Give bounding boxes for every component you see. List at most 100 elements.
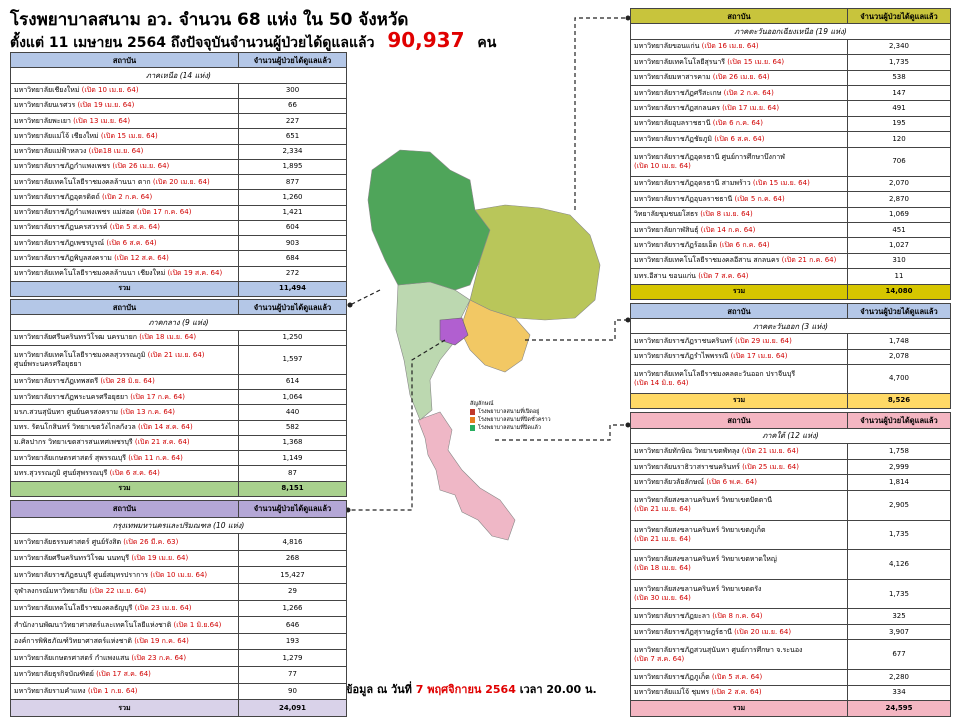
institution-cell: มหาวิทยาลัยสงขลานครินทร์ วิทยาเขตตรัง (เป… bbox=[630, 578, 848, 610]
open-date: (เปิด 17 เม.ย. 64) bbox=[722, 104, 780, 113]
open-date: (เปิด 14 ส.ค. 64) bbox=[138, 423, 193, 432]
institution-name: วิทยาลัยชุมชนยโสธร bbox=[634, 210, 699, 219]
legend-label: โรงพยาบาลสนามที่ปิดชั่วคราว bbox=[478, 417, 551, 423]
open-date: (เปิด 19 เม.ย. 64) bbox=[77, 101, 135, 110]
institution-cell: มหาวิทยาลัยราชภัฏเพชรบูรณ์ (เปิด 6 ส.ค. … bbox=[10, 234, 239, 252]
institution-name: มหาวิทยาลัยเทคโนโลยีราชมงคลธัญบุรี bbox=[14, 603, 133, 612]
institution-name: มหาวิทยาลัยเทคโนโลยีราชมงคลสุวรรณภูมิ bbox=[14, 350, 146, 359]
patient-count: 2,334 bbox=[238, 143, 347, 160]
data-row: มหาวิทยาลัยทักษิณ วิทยาเขตพัทลุง (เปิด 2… bbox=[630, 443, 951, 460]
open-date: (เปิด 25 เม.ย. 64) bbox=[742, 462, 799, 471]
section-row: ภาคตะวันออกเฉียงเหนือ (19 แห่ง) bbox=[630, 23, 951, 40]
institution-name: มหาวิทยาลัยราชภัฏอุตรดิตถ์ bbox=[14, 192, 100, 201]
data-row: มหาวิทยาลัยราชภัฏราชนครินทร์ (เปิด 29 เม… bbox=[630, 333, 951, 350]
data-row: จุฬาลงกรณ์มหาวิทยาลัย (เปิด 22 เม.ย. 64)… bbox=[10, 583, 347, 601]
patient-count: 440 bbox=[238, 404, 347, 421]
patient-count: 66 bbox=[238, 97, 347, 115]
institution-name: มหาวิทยาลัยกาฬสินธุ์ bbox=[634, 225, 699, 234]
institution-cell: มหาวิทยาลัยเทคโนโลยีราชมงคลสุวรรณภูมิ (เ… bbox=[10, 344, 239, 375]
open-date: (เปิด 15 เม.ย. 64) bbox=[100, 131, 158, 140]
institution-name: มหาวิทยาลัยนเรศวร bbox=[14, 101, 76, 110]
legend-item: โรงพยาบาลสนามที่เปิดอยู่ bbox=[470, 408, 551, 416]
institution-cell: มหาวิทยาลัยราชภัฏสกลนคร (เปิด 17 เม.ย. 6… bbox=[630, 100, 848, 117]
patient-count: 2,078 bbox=[847, 348, 951, 365]
patient-count: 2,870 bbox=[847, 191, 951, 208]
patient-count: 614 bbox=[238, 373, 347, 391]
institution-cell: มหาวิทยาลัยราชภัฏธนบุรี ศูนย์สมุทรปราการ… bbox=[10, 566, 239, 585]
total-label: รวม bbox=[630, 283, 848, 300]
open-date: (เปิด 23 ก.ค. 64) bbox=[131, 653, 187, 662]
open-date: (เปิด 6 ก.ค. 64) bbox=[719, 241, 770, 250]
patient-count: 334 bbox=[847, 684, 951, 702]
open-date: (เปิด 6 ก.ค. 64) bbox=[712, 119, 763, 128]
institution-cell: มหาวิทยาลัยเชียงใหม่ (เปิด 10 เม.ย. 64) bbox=[10, 82, 239, 99]
footer-prefix: ข้อมูล ณ วันที่ bbox=[345, 683, 412, 696]
patient-count: 87 bbox=[238, 465, 347, 482]
open-date: (เปิด 22 เม.ย. 64) bbox=[89, 587, 147, 596]
open-date: (เปิด 10 เม.ย. 64) bbox=[81, 86, 139, 95]
patient-count: 1,368 bbox=[238, 434, 347, 452]
institution-name: มหาวิทยาลัยราชภัฏพิบูลสงคราม bbox=[14, 253, 112, 262]
institution-name: มหาวิทยาลัยราชภัฏยะลา bbox=[634, 612, 710, 621]
institution-name: ศูนย์พระนครศรีอยุธยา bbox=[14, 359, 82, 368]
section-row: ภาคเหนือ (14 แห่ง) bbox=[10, 67, 347, 84]
patient-count: 538 bbox=[847, 69, 951, 86]
data-row: มหาวิทยาลัยเทคโนโลยีราชมงคลล้านนา ตาก (เ… bbox=[10, 173, 347, 191]
institution-name: มหาวิทยาลัยอุบลราชธานี bbox=[634, 119, 711, 128]
institution-name: มหาวิทยาลัยราชภัฏสุราษฎร์ธานี bbox=[634, 627, 732, 636]
patient-count: 120 bbox=[847, 131, 951, 148]
patient-count: 227 bbox=[238, 112, 347, 130]
data-row: มหาวิทยาลัยสงขลานครินทร์ วิทยาเขตภูเก็ต(… bbox=[630, 519, 951, 551]
open-date: (เปิด18 เม.ย. 64) bbox=[88, 147, 144, 156]
data-row: องค์การพิพิธภัณฑ์วิทยาศาสตร์แห่งชาติ (เป… bbox=[10, 632, 347, 651]
open-date: (เปิด 15 เม.ย. 64) bbox=[727, 57, 785, 66]
institution-name: มหาวิทยาลัยราชภัฏร้อยเอ็ด bbox=[634, 241, 718, 250]
total-row: รวม 24,595 bbox=[630, 700, 951, 717]
patient-count: 1,069 bbox=[847, 206, 951, 223]
open-date: (เปิด 18 เม.ย. 64) bbox=[139, 333, 197, 342]
institution-name: สำนักงานพัฒนาวิทยาศาสตร์และเทคโนโลยีแห่ง… bbox=[14, 620, 172, 629]
open-date: (เปิด 15 เม.ย. 64) bbox=[752, 179, 810, 188]
institution-name: ม.ศิลปากร วิทยาเขตสารสนเทศเพชรบุรี bbox=[14, 438, 133, 447]
open-date: (เปิด 21 ก.ค. 64) bbox=[781, 256, 837, 265]
open-date: (เปิด 12 ส.ค. 64) bbox=[114, 253, 169, 262]
region-table: สถาบัน จำนวนผู้ป่วยได้ดูแลแล้ว ภาคเหนือ (1… bbox=[10, 51, 347, 298]
institution-cell: ม.ศิลปากร วิทยาเขตสารสนเทศเพชรบุรี (เปิด… bbox=[10, 434, 239, 452]
institution-cell: มหาวิทยาลัยรามคำแหง (เปิด 1 ก.ย. 64) bbox=[10, 682, 239, 701]
institution-name: มหาวิทยาลัยเชียงใหม่ bbox=[14, 86, 80, 95]
open-date: (เปิด 6 ส.ค. 64) bbox=[109, 469, 160, 478]
institution-cell: มหาวิทยาลัยเกษตรศาสตร์ สุพรรณบุรี (เปิด … bbox=[10, 450, 239, 467]
footer-time: เวลา 20.00 น. bbox=[519, 683, 597, 696]
data-row: มทร. รัตนโกสินทร์ วิทยาเขตวังไกลกังวล (เ… bbox=[10, 419, 347, 436]
institution-cell: มหาวิทยาลัยวลัยลักษณ์ (เปิด 6 พ.ค. 64) bbox=[630, 474, 848, 491]
institution-name: มหาวิทยาลัยราชภัฏอุดรธานี สามพร้าว bbox=[634, 179, 751, 188]
open-date: (เปิด 20 เม.ย. 64) bbox=[734, 627, 792, 636]
open-date: (เปิด 7 ส.ค. 64) bbox=[698, 271, 749, 280]
institution-cell: มหาวิทยาลัยราชภัฏชัยภูมิ (เปิด 6 ส.ค. 64… bbox=[630, 131, 848, 148]
institution-cell: องค์การพิพิธภัณฑ์วิทยาศาสตร์แห่งชาติ (เป… bbox=[10, 632, 239, 651]
open-date: (เปิด 13 ก.ค. 64) bbox=[120, 407, 176, 416]
data-row: มหาวิทยาลัยเทคโนโลยีราชมงคลตะวันออก ปราจ… bbox=[630, 363, 951, 394]
data-row: มหาวิทยาลัยราชภัฏสกลนคร (เปิด 17 เม.ย. 6… bbox=[630, 100, 951, 117]
patient-count: 1,149 bbox=[238, 450, 347, 467]
open-date: (เปิด 21 ส.ค. 64) bbox=[134, 438, 190, 447]
patient-count: 2,999 bbox=[847, 458, 951, 476]
open-date: (เปิด 13 เม.ย. 64) bbox=[73, 116, 131, 125]
institution-name: มหาวิทยาลัยรามคำแหง bbox=[14, 687, 86, 695]
institution-cell: มหาวิทยาลัยราชภัฏกำแพงเพชร (เปิด 26 เม.ย… bbox=[10, 158, 239, 176]
footer-date: 7 พฤศจิกายน 2564 bbox=[415, 683, 516, 696]
open-date: (เปิด 5 ส.ค. 64) bbox=[711, 672, 763, 681]
institution-cell: มหาวิทยาลัยเทคโนโลยีราชมงคลอีสาน สกลนคร … bbox=[630, 252, 848, 270]
institution-name: มหาวิทยาลัยราชภัฏพระนครศรีอยุธยา bbox=[14, 392, 129, 401]
open-date: (เปิด 8 ก.ค. 64) bbox=[712, 612, 763, 621]
column-header: จำนวนผู้ป่วยได้ดูแลแล้ว bbox=[847, 7, 951, 25]
data-row: มหาวิทยาลัยราชภัฏกำแพงเพชร แม่สอด (เปิด … bbox=[10, 204, 347, 221]
institution-cell: มหาวิทยาลัยสงขลานครินทร์ วิทยาเขตหาดใหญ่… bbox=[630, 549, 848, 580]
legend-item: โรงพยาบาลสนามที่ปิดชั่วคราว bbox=[470, 416, 551, 424]
institution-cell: มหาวิทยาลัยนเรศวร (เปิด 19 เม.ย. 64) bbox=[10, 97, 239, 115]
patient-count: 1,895 bbox=[238, 158, 347, 176]
patient-count: 491 bbox=[847, 100, 951, 117]
patient-count: 1,421 bbox=[238, 204, 347, 221]
data-row: มหาวิทยาลัยเทคโนโลยีสุรนารี (เปิด 15 เม.… bbox=[630, 54, 951, 71]
